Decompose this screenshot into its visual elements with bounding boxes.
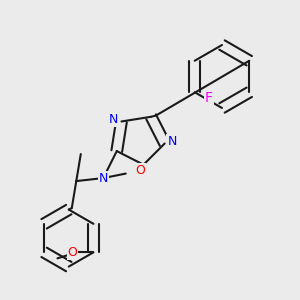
Text: N: N <box>99 172 108 184</box>
Text: F: F <box>205 91 213 105</box>
Text: O: O <box>68 246 77 259</box>
Text: N: N <box>108 113 118 127</box>
Text: N: N <box>167 136 177 148</box>
Text: O: O <box>135 164 145 177</box>
